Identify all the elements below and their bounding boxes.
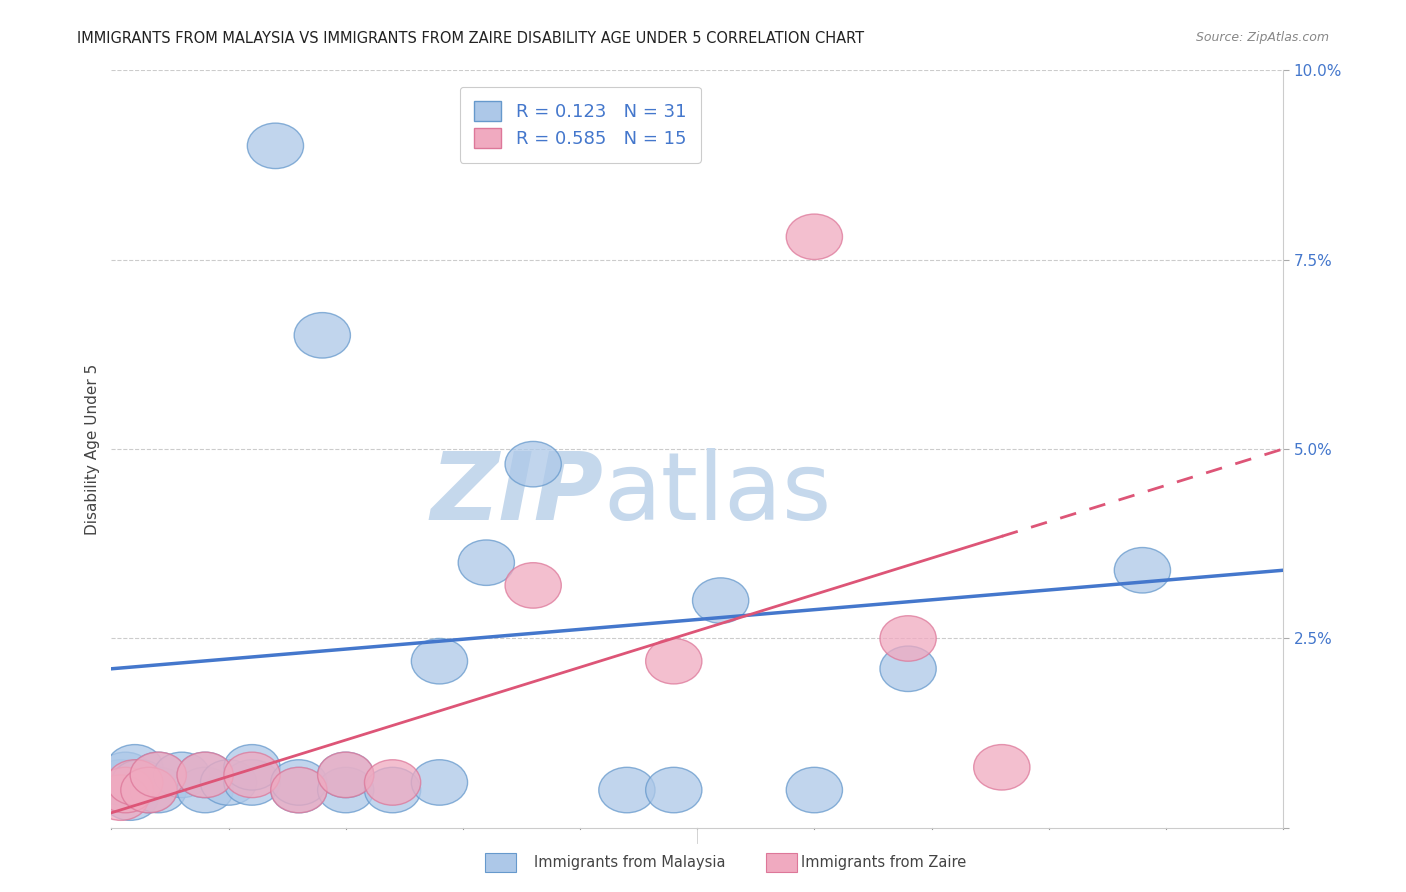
Y-axis label: Disability Age Under 5: Disability Age Under 5 [86,363,100,534]
Ellipse shape [103,775,159,821]
Ellipse shape [318,767,374,813]
Ellipse shape [93,760,149,805]
Ellipse shape [786,214,842,260]
Ellipse shape [318,752,374,797]
Ellipse shape [880,646,936,691]
Text: Immigrants from Malaysia: Immigrants from Malaysia [534,855,725,870]
Ellipse shape [131,767,187,813]
Text: ZIP: ZIP [430,449,603,541]
Ellipse shape [974,745,1031,790]
Ellipse shape [271,767,328,813]
Text: Source: ZipAtlas.com: Source: ZipAtlas.com [1195,31,1329,45]
Ellipse shape [412,639,468,684]
Ellipse shape [880,615,936,661]
Ellipse shape [412,760,468,805]
Ellipse shape [505,442,561,487]
Ellipse shape [364,767,420,813]
Ellipse shape [224,745,280,790]
Text: IMMIGRANTS FROM MALAYSIA VS IMMIGRANTS FROM ZAIRE DISABILITY AGE UNDER 5 CORRELA: IMMIGRANTS FROM MALAYSIA VS IMMIGRANTS F… [77,31,865,46]
Ellipse shape [131,752,187,797]
Legend: R = 0.123   N = 31, R = 0.585   N = 15: R = 0.123 N = 31, R = 0.585 N = 15 [460,87,700,162]
Ellipse shape [177,767,233,813]
Ellipse shape [599,767,655,813]
Ellipse shape [271,767,328,813]
Ellipse shape [364,760,420,805]
Ellipse shape [201,760,257,805]
Ellipse shape [111,760,167,805]
Ellipse shape [1115,548,1171,593]
Ellipse shape [107,745,163,790]
Ellipse shape [177,752,233,797]
Ellipse shape [505,563,561,608]
Ellipse shape [247,123,304,169]
Ellipse shape [458,540,515,585]
Ellipse shape [786,767,842,813]
Ellipse shape [271,760,328,805]
Ellipse shape [153,752,209,797]
Ellipse shape [294,312,350,358]
Ellipse shape [693,578,749,624]
Ellipse shape [645,767,702,813]
Ellipse shape [224,752,280,797]
Ellipse shape [318,752,374,797]
Ellipse shape [177,752,233,797]
Text: atlas: atlas [603,449,832,541]
Ellipse shape [97,767,153,813]
Ellipse shape [107,760,163,805]
Text: Immigrants from Zaire: Immigrants from Zaire [801,855,967,870]
Ellipse shape [121,767,177,813]
Ellipse shape [121,767,177,813]
Ellipse shape [93,775,149,821]
Ellipse shape [97,752,153,797]
Ellipse shape [131,752,187,797]
Ellipse shape [645,639,702,684]
Ellipse shape [224,760,280,805]
